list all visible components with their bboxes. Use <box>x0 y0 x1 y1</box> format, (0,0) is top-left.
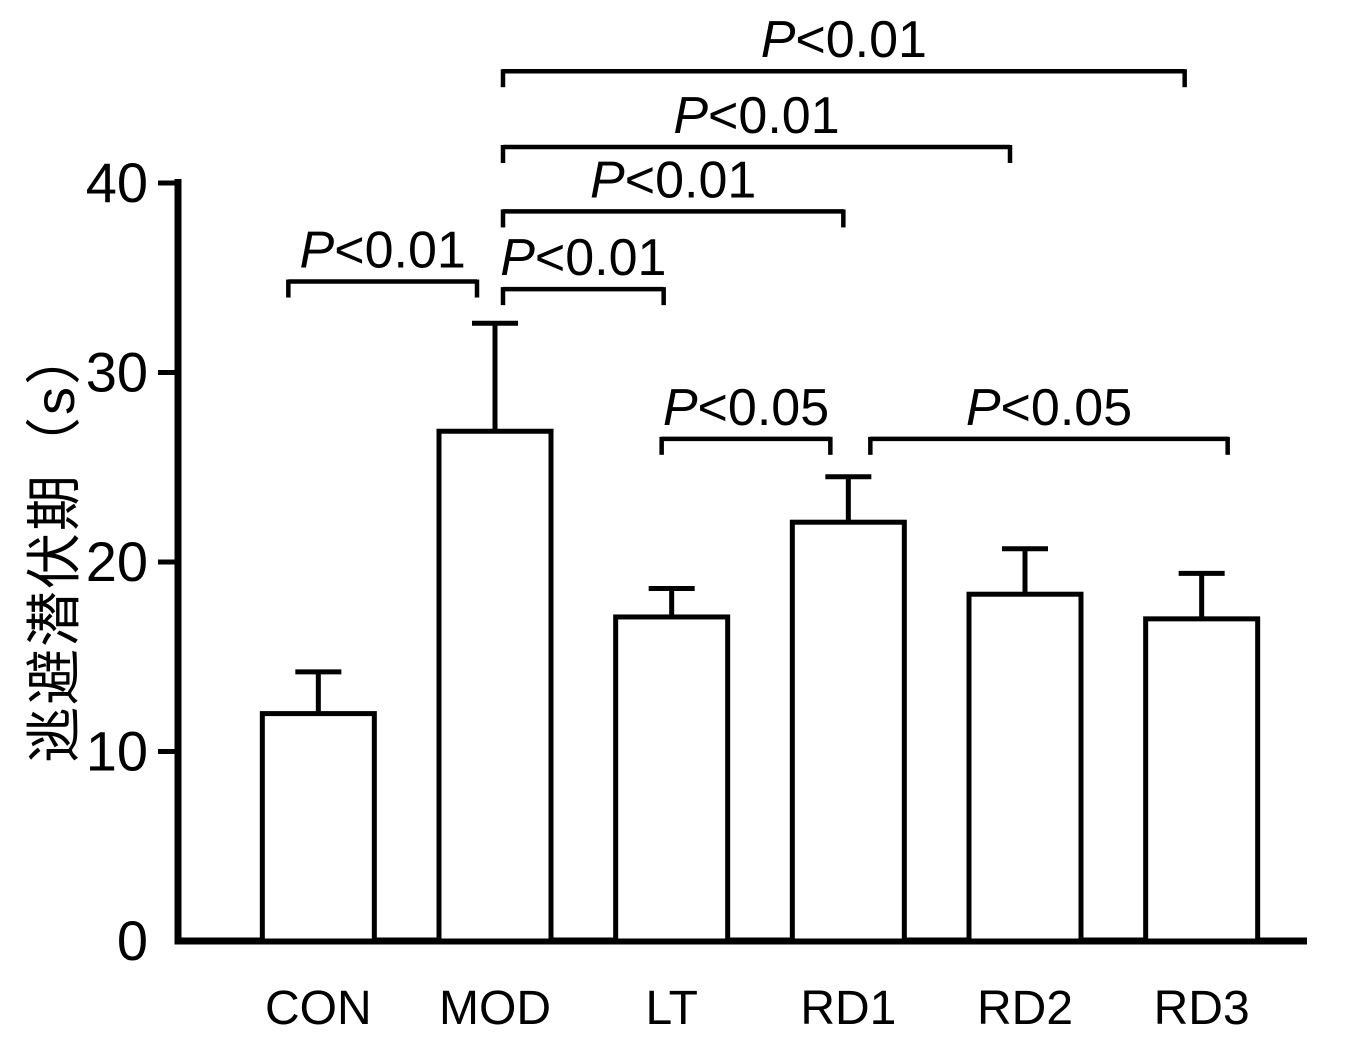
bar-MOD <box>436 428 554 944</box>
significance-label-6: P<0.05 <box>966 379 1132 437</box>
bar-LT <box>613 614 731 944</box>
y-tick-label-10: 10 <box>86 720 148 783</box>
significance-label-2: P<0.01 <box>590 151 756 209</box>
bar-CON <box>259 711 377 944</box>
y-tick-label-20: 20 <box>86 530 148 593</box>
x-tick-label-MOD: MOD <box>439 982 551 1035</box>
significance-label-0: P<0.01 <box>300 222 466 280</box>
significance-label-1: P<0.01 <box>500 229 666 287</box>
significance-label-5: P<0.05 <box>663 379 829 437</box>
x-tick-label-CON: CON <box>265 982 372 1035</box>
bar-RD3 <box>1143 616 1261 944</box>
significance-label-4: P<0.01 <box>761 11 927 69</box>
bar-RD2 <box>966 591 1084 944</box>
y-tick-label-0: 0 <box>117 909 148 972</box>
x-tick-label-RD3: RD3 <box>1154 982 1250 1035</box>
y-tick-label-30: 30 <box>86 341 148 404</box>
x-tick-label-LT: LT <box>645 982 697 1035</box>
x-tick-label-RD1: RD1 <box>800 982 896 1035</box>
significance-label-3: P<0.01 <box>673 87 839 145</box>
x-tick-label-RD2: RD2 <box>977 982 1073 1035</box>
bar-RD1 <box>789 519 907 944</box>
y-tick-label-40: 40 <box>86 151 148 214</box>
